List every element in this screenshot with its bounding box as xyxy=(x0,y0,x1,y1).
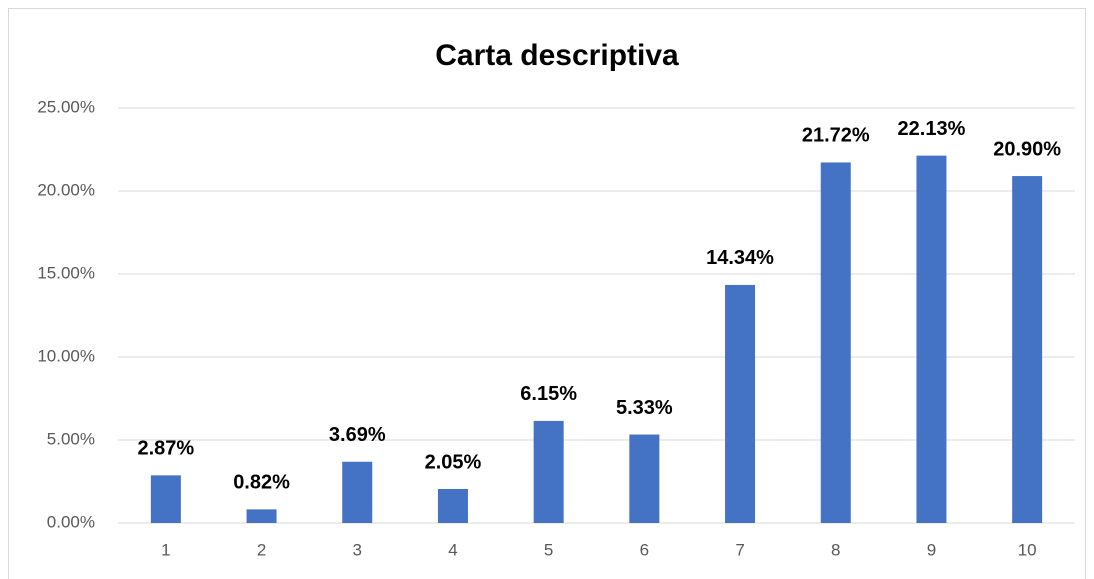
data-label: 14.34% xyxy=(706,247,774,269)
y-tick-label: 5.00% xyxy=(47,429,95,448)
y-tick-label: 15.00% xyxy=(37,263,95,282)
bar xyxy=(820,162,851,523)
bar xyxy=(150,475,181,523)
data-label: 21.72% xyxy=(802,125,870,147)
x-tick-label: 8 xyxy=(831,540,840,559)
x-tick-label: 1 xyxy=(161,540,170,559)
x-tick-label: 2 xyxy=(257,540,266,559)
bar xyxy=(437,488,468,523)
y-tick-label: 0.00% xyxy=(47,512,95,531)
bar xyxy=(629,434,660,523)
chart-title: Carta descriptiva xyxy=(435,39,679,72)
x-tick-label: 4 xyxy=(448,540,457,559)
x-tick-label: 6 xyxy=(640,540,649,559)
bar xyxy=(1012,176,1043,523)
bar xyxy=(916,155,947,523)
data-label: 5.33% xyxy=(616,397,673,419)
data-label: 20.90% xyxy=(993,138,1061,160)
data-label: 22.13% xyxy=(898,118,966,140)
bar xyxy=(246,509,277,523)
data-label: 3.69% xyxy=(329,424,386,446)
x-tick-label: 10 xyxy=(1018,540,1037,559)
bar xyxy=(725,284,756,523)
data-label: 2.05% xyxy=(425,451,482,473)
data-label: 0.82% xyxy=(233,472,290,494)
y-tick-label: 10.00% xyxy=(37,346,95,365)
x-tick-label: 5 xyxy=(544,540,553,559)
x-tick-label: 7 xyxy=(735,540,744,559)
y-tick-label: 20.00% xyxy=(37,180,95,199)
y-tick-label: 25.00% xyxy=(37,97,95,116)
bar xyxy=(533,420,564,523)
data-label: 6.15% xyxy=(520,383,577,405)
x-tick-label: 9 xyxy=(927,540,936,559)
bar xyxy=(342,461,373,523)
data-label: 2.87% xyxy=(137,438,194,460)
x-tick-label: 3 xyxy=(353,540,362,559)
